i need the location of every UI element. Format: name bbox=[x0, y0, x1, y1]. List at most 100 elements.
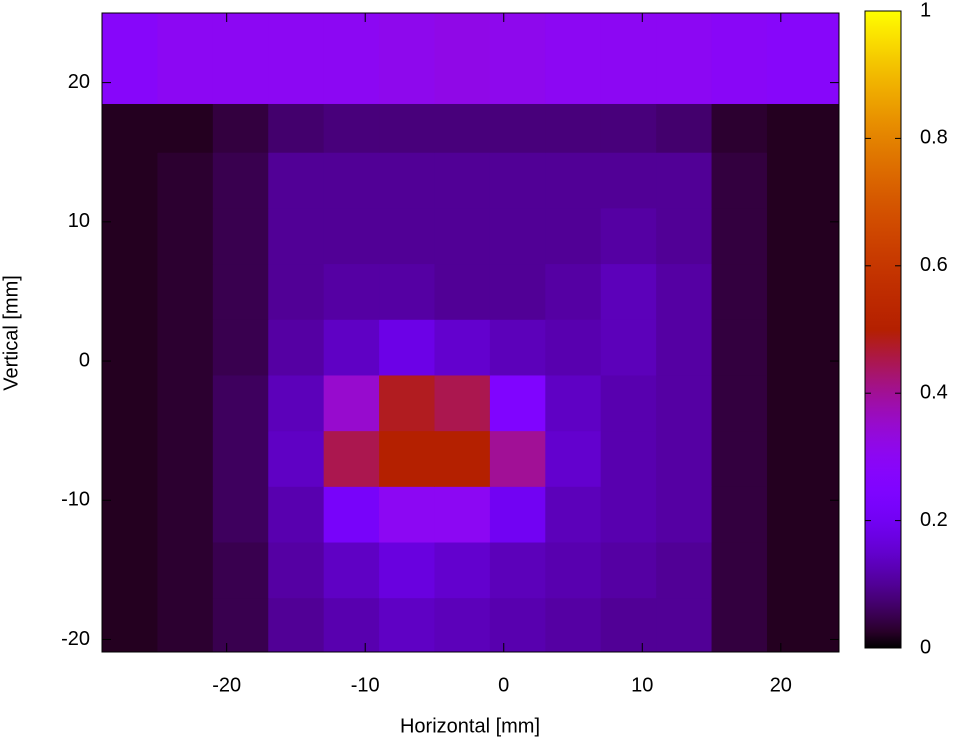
heat-cell bbox=[766, 103, 840, 153]
heat-cell bbox=[379, 103, 435, 153]
heat-cell bbox=[379, 207, 435, 265]
heat-cell bbox=[157, 319, 214, 376]
heat-cell bbox=[600, 13, 657, 104]
colorbar-tick-label: 0 bbox=[920, 636, 931, 658]
heat-cell bbox=[489, 207, 546, 265]
heat-cell bbox=[212, 207, 269, 265]
heat-cell bbox=[434, 263, 491, 320]
heat-cell bbox=[323, 597, 380, 653]
heat-cell bbox=[379, 542, 435, 599]
heat-cell bbox=[157, 374, 214, 432]
heat-cell bbox=[656, 542, 713, 599]
heat-cell bbox=[766, 152, 840, 209]
heat-cell bbox=[600, 430, 657, 487]
heat-cell bbox=[766, 319, 840, 376]
heat-cell bbox=[157, 486, 214, 543]
colorbar-tick-label: 0.6 bbox=[920, 254, 948, 276]
heat-cell bbox=[102, 207, 158, 265]
heat-cell bbox=[545, 207, 602, 265]
heat-cell bbox=[102, 152, 158, 209]
heat-cell bbox=[434, 374, 491, 432]
heat-cell bbox=[711, 542, 768, 599]
heat-cell bbox=[434, 13, 491, 104]
heat-cell bbox=[600, 597, 657, 653]
heat-cell bbox=[212, 374, 269, 432]
heat-cell bbox=[212, 430, 269, 487]
heat-cell bbox=[212, 597, 269, 653]
heat-cell bbox=[545, 263, 602, 320]
heat-cell bbox=[766, 597, 840, 653]
heat-cell bbox=[545, 486, 602, 543]
y-tick-label: 10 bbox=[68, 210, 90, 232]
heat-cell bbox=[102, 430, 158, 487]
heat-cell bbox=[157, 152, 214, 209]
heat-cell bbox=[489, 319, 546, 376]
colorbar-tick-label: 0.4 bbox=[920, 381, 948, 403]
heat-cell bbox=[489, 597, 546, 653]
heat-cell bbox=[212, 152, 269, 209]
heat-cell bbox=[268, 152, 325, 209]
plot-frame bbox=[101, 12, 840, 653]
heat-cell bbox=[102, 263, 158, 320]
heat-cell bbox=[102, 319, 158, 376]
heat-cell bbox=[766, 430, 840, 487]
heat-cell bbox=[323, 430, 380, 487]
heat-cell bbox=[545, 430, 602, 487]
heat-cell bbox=[489, 430, 546, 487]
heat-cell bbox=[102, 542, 158, 599]
heat-cell bbox=[157, 103, 214, 153]
heat-cell bbox=[379, 319, 435, 376]
heat-cell bbox=[268, 319, 325, 376]
heat-cell bbox=[545, 597, 602, 653]
heat-cell bbox=[212, 319, 269, 376]
heat-cell bbox=[157, 597, 214, 653]
heat-cell bbox=[711, 13, 768, 104]
colorbar bbox=[864, 10, 902, 649]
heat-cell bbox=[379, 263, 435, 320]
heat-cell bbox=[212, 103, 269, 153]
heat-cell bbox=[766, 13, 840, 104]
heat-cell bbox=[323, 13, 380, 104]
heat-cell bbox=[102, 597, 158, 653]
heat-cell bbox=[212, 263, 269, 320]
heat-cell bbox=[545, 13, 602, 104]
heat-cell bbox=[434, 103, 491, 153]
heat-cell bbox=[600, 486, 657, 543]
heat-cell bbox=[379, 152, 435, 209]
heat-cell bbox=[323, 542, 380, 599]
heat-cell bbox=[711, 263, 768, 320]
heat-cell bbox=[766, 486, 840, 543]
heat-cell bbox=[434, 597, 491, 653]
heat-cell bbox=[157, 13, 214, 104]
heat-cell bbox=[766, 542, 840, 599]
heat-cell bbox=[545, 152, 602, 209]
heat-cell bbox=[489, 486, 546, 543]
heat-cell bbox=[323, 374, 380, 432]
heat-cell bbox=[379, 597, 435, 653]
heat-cell bbox=[102, 374, 158, 432]
heat-cell bbox=[212, 542, 269, 599]
heat-cell bbox=[656, 13, 713, 104]
heat-cell bbox=[489, 103, 546, 153]
heat-cell bbox=[268, 207, 325, 265]
heat-cell bbox=[545, 542, 602, 599]
heat-cell bbox=[711, 374, 768, 432]
heat-cell bbox=[434, 430, 491, 487]
heat-cell bbox=[656, 374, 713, 432]
x-axis-label: Horizontal [mm] bbox=[400, 715, 540, 737]
heat-cell bbox=[656, 263, 713, 320]
heat-cell bbox=[434, 319, 491, 376]
heatmap bbox=[102, 13, 840, 653]
colorbar-tick-label: 1 bbox=[920, 0, 931, 21]
heat-cell bbox=[323, 263, 380, 320]
heat-cell bbox=[600, 263, 657, 320]
heat-cell bbox=[489, 263, 546, 320]
y-tick-label: -20 bbox=[61, 628, 90, 650]
heat-cell bbox=[268, 430, 325, 487]
heat-cell bbox=[711, 486, 768, 543]
heat-cell bbox=[434, 207, 491, 265]
heat-cell bbox=[323, 103, 380, 153]
heat-cell bbox=[600, 152, 657, 209]
heat-cell bbox=[102, 486, 158, 543]
